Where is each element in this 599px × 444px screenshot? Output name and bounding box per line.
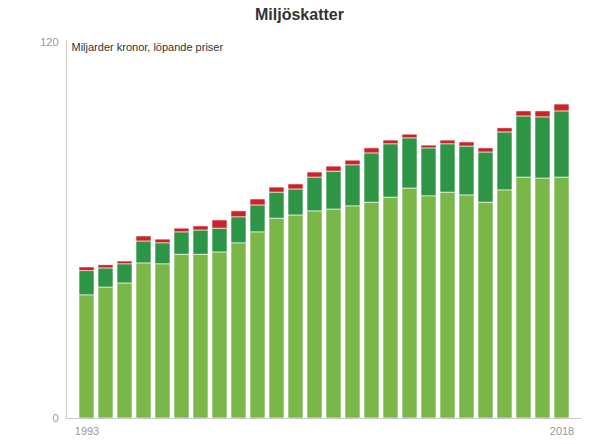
svg-text:Miljarder kronor, löpande pris: Miljarder kronor, löpande priser	[72, 41, 224, 53]
svg-text:2018: 2018	[550, 425, 574, 437]
svg-text:1993: 1993	[75, 425, 99, 437]
html-text:Miljöskatter: Miljöskatter	[255, 6, 344, 23]
svg-text:120: 120	[40, 36, 58, 48]
svg-text:0: 0	[52, 412, 58, 424]
